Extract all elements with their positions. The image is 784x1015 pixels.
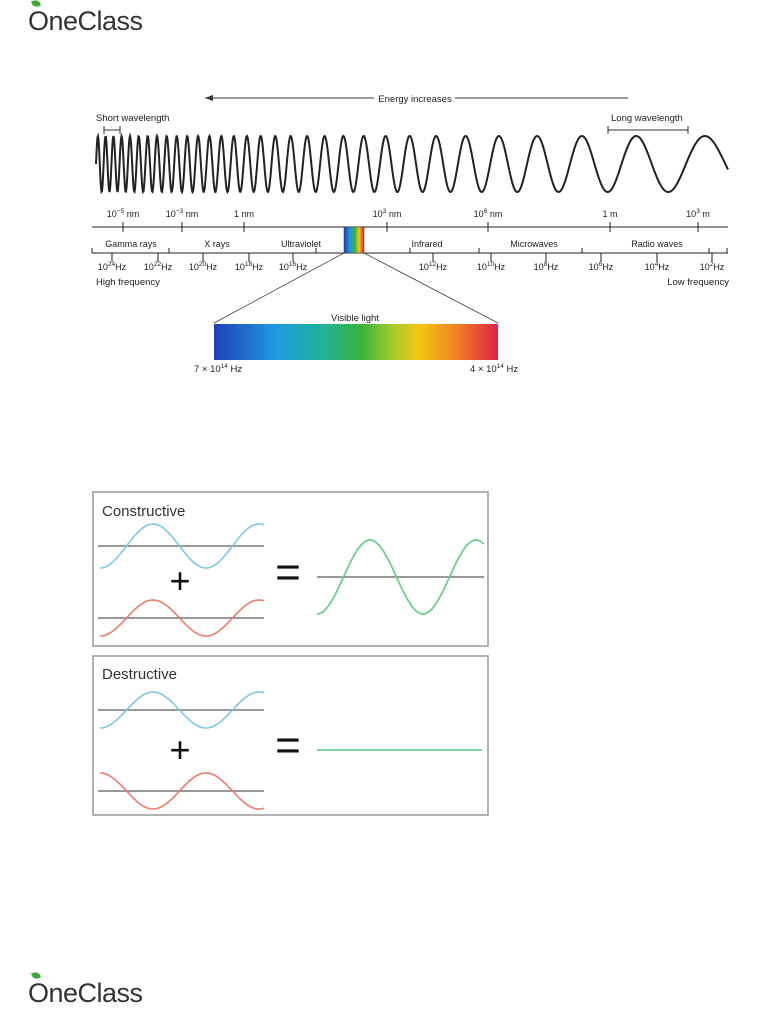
wavelength-tick-label: 106 nm bbox=[474, 208, 503, 219]
region-label-x-rays: X rays bbox=[204, 239, 230, 249]
frequency-tick-label: 1020Hz bbox=[189, 261, 218, 272]
frequency-tick-label: 1018Hz bbox=[235, 261, 264, 272]
visible-light-label: Visible light bbox=[331, 313, 379, 324]
wavelength-tick-label: 10−3 nm bbox=[166, 208, 198, 219]
frequency-tick-label: 1024Hz bbox=[98, 261, 127, 272]
wavelength-tick-label: 1 nm bbox=[234, 209, 254, 219]
wave-a bbox=[99, 691, 265, 729]
spectrum-region-labels: Gamma rays X rays Ultraviolet Infrared Micro… bbox=[105, 239, 683, 249]
short-wavelength-bracket bbox=[103, 126, 121, 134]
logo-text: OneClass bbox=[28, 978, 143, 1008]
electromagnetic-spectrum-figure: Energy increases Short wavelength Long w… bbox=[91, 94, 729, 375]
resultant-wave bbox=[316, 539, 485, 615]
wave-b bbox=[99, 599, 265, 637]
frequency-ticks: 1024Hz 1022Hz 1020Hz 1018Hz 1016Hz 1012Hz 1010… bbox=[91, 248, 728, 272]
long-wavelength-bracket bbox=[607, 126, 689, 134]
logo-text: OneClass bbox=[28, 6, 143, 36]
region-label-microwaves: Microwaves bbox=[510, 239, 558, 249]
wave-a bbox=[99, 523, 265, 569]
frequency-tick-label: 108Hz bbox=[534, 261, 559, 272]
region-label-radio-waves: Radio waves bbox=[631, 239, 683, 249]
visible-left-frequency: 7 × 1014 Hz bbox=[194, 363, 242, 375]
wavelength-chirp-wave bbox=[95, 132, 729, 195]
high-frequency-label: High frequency bbox=[96, 277, 160, 288]
constructive-interference-panel: Constructive + = bbox=[92, 491, 489, 647]
region-label-ultraviolet: Ultraviolet bbox=[281, 239, 322, 249]
wavelength-ticks: 10−5 nm 10−3 nm 1 nm 103 nm 106 nm 1 m 103 m bbox=[107, 208, 710, 232]
frequency-tick-label: 106Hz bbox=[589, 261, 614, 272]
frequency-tick-label: 102Hz bbox=[700, 261, 725, 272]
plus-sign: + bbox=[169, 560, 190, 601]
plus-sign: + bbox=[169, 729, 190, 770]
visible-spectrum-band bbox=[214, 324, 498, 360]
wavelength-tick-label: 103 nm bbox=[373, 208, 402, 219]
region-label-gamma-rays: Gamma rays bbox=[105, 239, 157, 249]
wavelength-tick-label: 1 m bbox=[602, 209, 617, 219]
frequency-tick-label: 104Hz bbox=[645, 261, 670, 272]
visible-band-marker bbox=[343, 226, 365, 254]
short-wavelength-label: Short wavelength bbox=[96, 113, 169, 124]
long-wavelength-label: Long wavelength bbox=[611, 113, 683, 124]
wavelength-tick-label: 103 m bbox=[686, 208, 710, 219]
energy-label: Energy increases bbox=[378, 94, 452, 105]
energy-arrow: Energy increases bbox=[205, 94, 628, 105]
equals-sign: = bbox=[275, 548, 301, 597]
zoom-line-left bbox=[213, 252, 345, 324]
equals-sign: = bbox=[275, 721, 301, 770]
region-label-infrared: Infrared bbox=[411, 239, 442, 249]
zoom-line-right bbox=[363, 252, 499, 324]
wave-b-inverted bbox=[99, 772, 265, 810]
constructive-title: Constructive bbox=[102, 503, 185, 520]
destructive-title: Destructive bbox=[102, 666, 177, 683]
destructive-interference-panel: Destructive + = bbox=[92, 655, 489, 816]
visible-right-frequency: 4 × 1014 Hz bbox=[470, 363, 518, 375]
frequency-tick-label: 1016Hz bbox=[279, 261, 308, 272]
frequency-tick-label: 1022Hz bbox=[144, 261, 173, 272]
low-frequency-label: Low frequency bbox=[667, 277, 729, 288]
frequency-tick-label: 1010Hz bbox=[477, 261, 506, 272]
frequency-tick-label: 1012Hz bbox=[419, 261, 448, 272]
wavelength-tick-label: 10−5 nm bbox=[107, 208, 139, 219]
